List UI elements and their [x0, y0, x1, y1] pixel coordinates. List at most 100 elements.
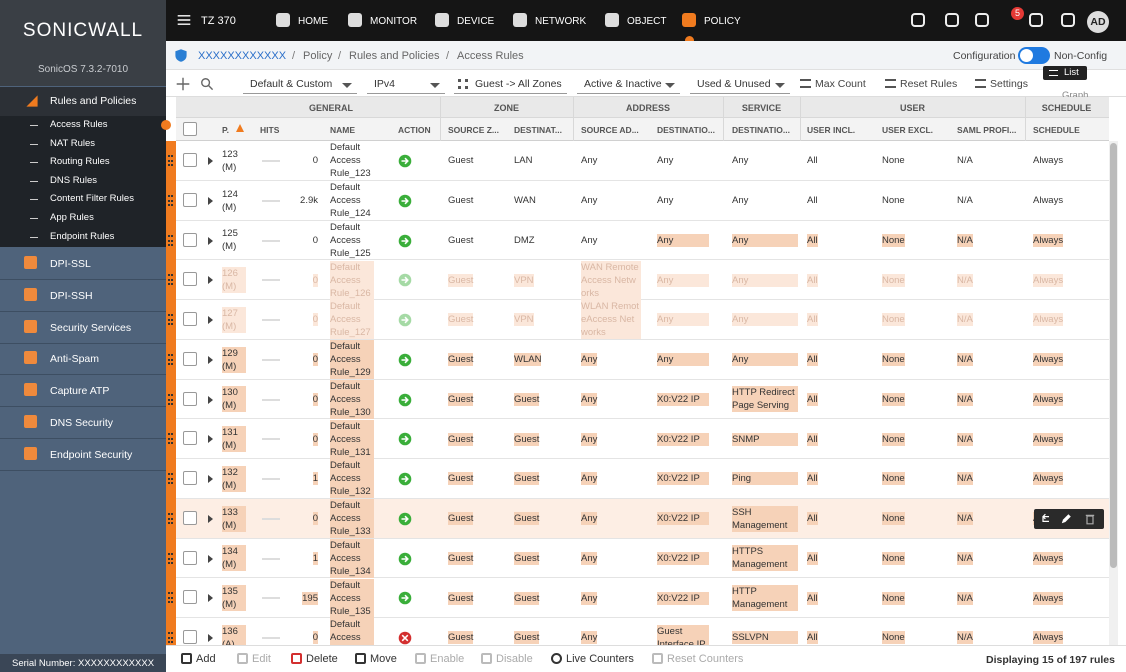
filter-dropdown[interactable]	[577, 73, 680, 94]
nav-item[interactable]: Anti-Spam	[50, 353, 100, 366]
expand-arrow[interactable]	[208, 554, 213, 563]
footer-icon[interactable]	[355, 653, 366, 664]
row-checkbox[interactable]	[183, 312, 197, 326]
row-checkbox[interactable]	[183, 471, 197, 485]
column-label[interactable]: ACTION	[398, 125, 431, 135]
column-label[interactable]: DESTINATIO...	[657, 125, 715, 135]
nav-item[interactable]: Security Services	[50, 321, 132, 334]
expand-arrow[interactable]	[208, 316, 213, 324]
expand-arrow[interactable]	[208, 594, 213, 603]
expand-arrow[interactable]	[208, 355, 213, 364]
nav-item[interactable]: DNS Security	[50, 417, 114, 429]
breadcrumb-item[interactable]: Policy	[303, 50, 333, 62]
row-checkbox[interactable]	[183, 550, 197, 565]
table-row[interactable]	[176, 141, 1109, 181]
toolbar-button[interactable]: Settings	[990, 78, 1028, 90]
nav-tab[interactable]: NETWORK	[535, 16, 587, 27]
expand-arrow[interactable]	[208, 514, 213, 523]
filter-dropdown[interactable]	[690, 73, 790, 94]
table-row[interactable]	[176, 180, 1109, 221]
footer-icon[interactable]	[291, 653, 302, 664]
expand-arrow[interactable]	[208, 236, 213, 245]
nav-tab[interactable]: DEVICE	[457, 16, 495, 27]
filter-dropdown[interactable]	[243, 73, 357, 94]
column-label[interactable]: SOURCE Z...	[448, 125, 500, 135]
column-label[interactable]: SAML PROFI...	[957, 125, 1017, 135]
footer-action[interactable]: Live Counters	[566, 653, 634, 665]
footer-icon[interactable]	[481, 653, 492, 664]
breadcrumb-item[interactable]: Rules and Policies	[349, 50, 440, 62]
submenu-item[interactable]: DNS Rules	[50, 174, 97, 186]
action-icon	[398, 273, 412, 287]
expand-arrow[interactable]	[208, 435, 213, 444]
row-checkbox[interactable]	[183, 192, 197, 207]
filter-dropdown[interactable]	[454, 73, 567, 94]
footer-action[interactable]: Add	[196, 653, 216, 665]
column-label[interactable]: USER INCL.	[807, 125, 856, 135]
expand-arrow[interactable]	[208, 395, 213, 404]
footer-action[interactable]: Edit	[252, 653, 271, 665]
nav-item[interactable]: Capture ATP	[50, 385, 110, 398]
column-label[interactable]: USER EXCL.	[882, 125, 934, 135]
footer-action[interactable]: Reset Counters	[667, 653, 744, 665]
expand-arrow[interactable]	[208, 157, 213, 165]
column-label[interactable]: DESTINATIO...	[732, 125, 790, 135]
footer-icon[interactable]	[652, 653, 663, 664]
nav-tab[interactable]: OBJECT	[627, 16, 667, 27]
column-label[interactable]: DESTINAT...	[514, 125, 563, 135]
submenu-item[interactable]: Endpoint Rules	[50, 230, 115, 242]
column-label[interactable]: SCHEDULE	[1033, 125, 1080, 135]
filter-dropdown[interactable]	[367, 73, 445, 94]
view-list[interactable]	[1043, 66, 1087, 80]
nav-tab[interactable]: POLICY	[704, 16, 741, 27]
expand-arrow[interactable]	[208, 634, 213, 642]
top-icon[interactable]	[911, 13, 925, 27]
footer-action[interactable]: Enable	[430, 653, 465, 665]
top-icon[interactable]	[975, 13, 989, 27]
submenu-item[interactable]: NAT Rules	[50, 137, 96, 149]
expand-arrow[interactable]	[208, 475, 213, 483]
toolbar-button[interactable]: Max Count	[815, 78, 866, 90]
submenu-item[interactable]: Access Rules	[50, 119, 108, 130]
nav-tab[interactable]: HOME	[298, 16, 328, 27]
column-label[interactable]: P.	[222, 125, 229, 135]
row-checkbox[interactable]	[183, 431, 197, 446]
footer-icon[interactable]	[237, 653, 248, 664]
expand-arrow[interactable]	[208, 276, 213, 285]
nav-item[interactable]: DPI-SSH	[50, 289, 93, 302]
nav-tab[interactable]: MONITOR	[370, 16, 418, 27]
column-label[interactable]: SOURCE AD...	[581, 125, 639, 135]
row-checkbox[interactable]	[183, 510, 197, 525]
view-graph-label[interactable]: Graph	[1062, 90, 1089, 101]
cell-text: Any	[581, 472, 598, 486]
top-icon[interactable]	[1029, 13, 1043, 27]
row-checkbox[interactable]	[183, 391, 197, 406]
row-checkbox[interactable]	[183, 153, 197, 167]
footer-icon[interactable]	[415, 653, 426, 664]
column-label[interactable]: HITS	[260, 125, 280, 135]
row-checkbox[interactable]	[183, 630, 197, 644]
submenu-item[interactable]: Content Filter Rules	[50, 193, 134, 205]
table-row[interactable]	[176, 220, 1109, 261]
footer-action[interactable]: Move	[370, 653, 397, 665]
top-icon[interactable]	[1061, 13, 1075, 27]
breadcrumb-item[interactable]: XXXXXXXXXXXX	[198, 50, 287, 62]
row-checkbox[interactable]	[183, 351, 197, 366]
expand-arrow[interactable]	[208, 196, 213, 205]
row-checkbox[interactable]	[183, 272, 197, 287]
row-checkbox[interactable]	[183, 590, 197, 605]
toolbar-button[interactable]: Reset Rules	[900, 78, 958, 90]
row-checkbox[interactable]	[183, 232, 197, 247]
nav-item[interactable]: Endpoint Security	[50, 448, 133, 461]
column-label[interactable]: NAME	[330, 125, 356, 135]
footer-action[interactable]: Disable	[496, 653, 533, 665]
footer-icon[interactable]	[551, 653, 562, 664]
top-icon[interactable]	[945, 13, 959, 27]
submenu-item[interactable]: App Rules	[50, 212, 94, 223]
footer-icon[interactable]	[181, 653, 192, 664]
submenu-item[interactable]: Routing Rules	[50, 156, 110, 168]
user-avatar[interactable]: AD	[1087, 11, 1109, 33]
nav-item[interactable]: DPI-SSL	[50, 258, 91, 270]
header-checkbox[interactable]	[183, 122, 197, 136]
footer-action[interactable]: Delete	[306, 653, 338, 665]
